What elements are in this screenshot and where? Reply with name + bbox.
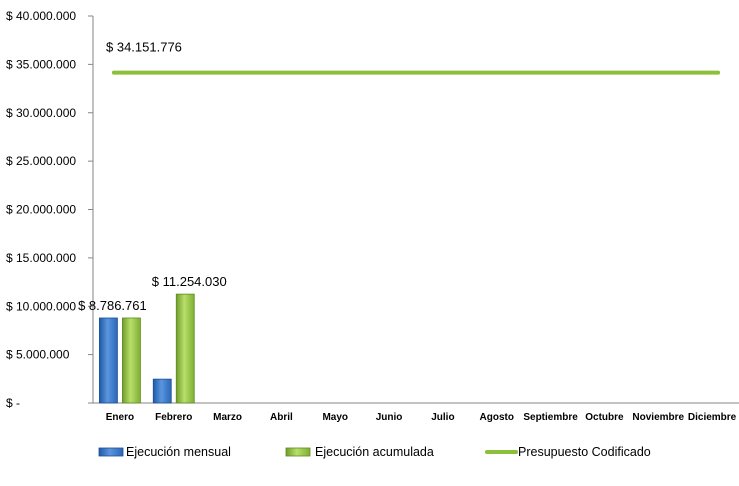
x-tick-label: Julio — [431, 412, 454, 423]
x-tick-label: Agosto — [480, 412, 514, 423]
x-tick-label: Junio — [376, 412, 403, 423]
y-tick-label: $ 20.000.000 — [6, 203, 76, 217]
x-tick-label: Abril — [270, 412, 293, 423]
legend: Ejecución mensual Ejecución acumulada Pres… — [98, 445, 651, 459]
x-tick-label: Enero — [106, 412, 134, 423]
y-tick-label: $ 35.000.000 — [6, 57, 76, 71]
data-label: $ 11.254.030 — [152, 274, 227, 289]
x-tick-label: Marzo — [213, 412, 242, 423]
legend-label: Ejecución acumulada — [315, 445, 434, 459]
x-tick-label: Noviembre — [632, 412, 684, 423]
data-label: $ 34.151.776 — [106, 40, 182, 55]
labels-layer: $ 8.786.761 $ 11.254.030 $ 34.151.776 — [78, 40, 227, 313]
y-tick-label: $ 25.000.000 — [6, 154, 76, 168]
y-tick-label: $ 5.000.000 — [6, 348, 70, 362]
x-tick-label: Octubre — [585, 412, 624, 423]
y-tick-label: $ 15.000.000 — [6, 251, 76, 265]
x-tick-label: Septiembre — [523, 412, 578, 423]
y-tick-label: $ 30.000.000 — [6, 106, 76, 120]
legend-label: Ejecución mensual — [126, 445, 231, 459]
x-tick-label: Febrero — [155, 412, 192, 423]
legend-swatch — [285, 447, 311, 457]
bar-ejecucion-mensual — [99, 317, 118, 404]
legend-swatch — [98, 447, 124, 457]
x-tick-label: Diciembre — [688, 412, 737, 423]
axes-layer: $ -$ 5.000.000$ 10.000.000$ 15.000.000$ … — [6, 9, 739, 423]
legend-label: Presupuesto Codificado — [518, 445, 651, 459]
x-tick-label: Mayo — [322, 412, 348, 423]
bar-ejecucion-acumulada — [122, 317, 141, 404]
data-label: $ 8.786.761 — [78, 298, 147, 313]
bars-layer — [99, 293, 195, 404]
y-tick-label: $ 10.000.000 — [6, 299, 76, 313]
y-tick-label: $ 40.000.000 — [6, 9, 76, 23]
y-tick-label: $ - — [6, 396, 20, 410]
bar-ejecucion-mensual — [152, 378, 172, 404]
bar-ejecucion-acumulada — [175, 293, 195, 404]
